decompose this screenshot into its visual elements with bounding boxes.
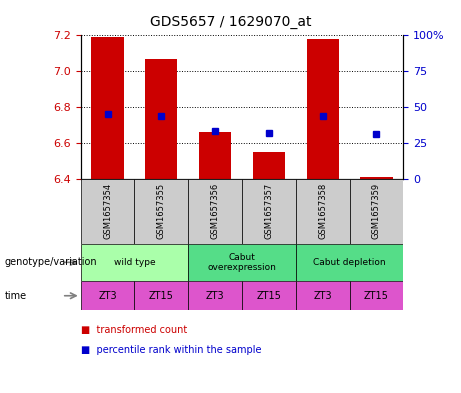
Text: GSM1657355: GSM1657355 — [157, 183, 166, 239]
Text: wild type: wild type — [114, 258, 155, 267]
Bar — [145, 59, 177, 179]
Text: GDS5657 / 1629070_at: GDS5657 / 1629070_at — [150, 15, 311, 29]
Text: GSM1657356: GSM1657356 — [211, 183, 219, 239]
Bar — [253, 152, 285, 179]
Bar — [135, 281, 188, 310]
Text: Cabut depletion: Cabut depletion — [313, 258, 386, 267]
Text: ZT3: ZT3 — [313, 291, 332, 301]
Text: GSM1657354: GSM1657354 — [103, 183, 112, 239]
Text: GSM1657359: GSM1657359 — [372, 183, 381, 239]
Text: ZT3: ZT3 — [98, 291, 117, 301]
Bar — [242, 281, 296, 310]
Text: ■  percentile rank within the sample: ■ percentile rank within the sample — [81, 345, 261, 355]
Text: ZT3: ZT3 — [206, 291, 225, 301]
Bar — [296, 244, 403, 281]
Bar — [296, 179, 349, 244]
Text: GSM1657358: GSM1657358 — [318, 183, 327, 239]
Bar — [188, 244, 296, 281]
Bar — [188, 179, 242, 244]
Text: genotype/variation: genotype/variation — [5, 257, 97, 267]
Text: GSM1657357: GSM1657357 — [265, 183, 273, 239]
Bar — [199, 132, 231, 179]
Text: Cabut
overexpression: Cabut overexpression — [207, 253, 277, 272]
Bar — [361, 177, 393, 179]
Bar — [242, 179, 296, 244]
Text: ZT15: ZT15 — [149, 291, 174, 301]
Text: ZT15: ZT15 — [364, 291, 389, 301]
Bar — [188, 281, 242, 310]
Bar — [307, 39, 339, 179]
Bar — [349, 179, 403, 244]
Bar — [81, 281, 135, 310]
Bar — [81, 244, 188, 281]
Bar — [349, 281, 403, 310]
Text: ■  transformed count: ■ transformed count — [81, 325, 187, 335]
Bar — [81, 179, 135, 244]
Bar — [91, 37, 124, 179]
Text: ZT15: ZT15 — [256, 291, 281, 301]
Bar — [296, 281, 349, 310]
Bar — [135, 179, 188, 244]
Text: time: time — [5, 291, 27, 301]
